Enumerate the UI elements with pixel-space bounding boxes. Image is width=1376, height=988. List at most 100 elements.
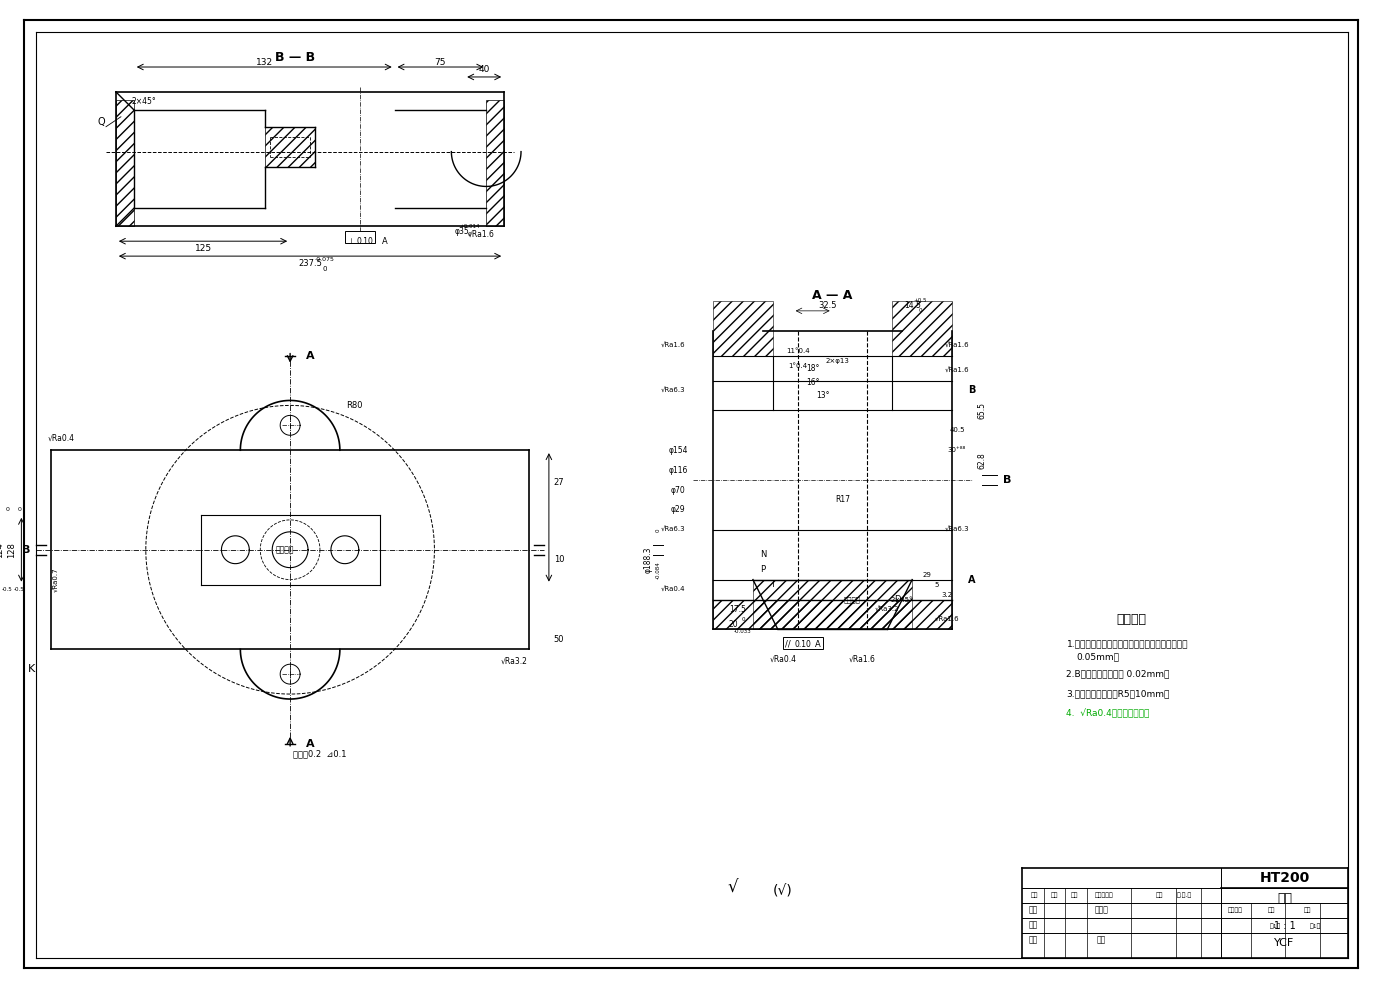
Text: 审核: 审核 xyxy=(1029,921,1039,930)
Text: 0: 0 xyxy=(6,508,10,513)
Text: 40: 40 xyxy=(479,64,490,73)
Text: 16°: 16° xyxy=(806,378,819,387)
Text: 标准化: 标准化 xyxy=(1094,906,1108,915)
Text: 27: 27 xyxy=(553,478,564,487)
Text: R17: R17 xyxy=(835,495,850,505)
Text: √Ra1.6: √Ra1.6 xyxy=(945,368,969,373)
Text: 30⁺⁸⁸: 30⁺⁸⁸ xyxy=(948,448,966,453)
Text: B: B xyxy=(1003,475,1011,485)
Text: 62.8: 62.8 xyxy=(977,452,987,468)
Text: √Ra1.6: √Ra1.6 xyxy=(934,617,959,622)
Text: +0.5: +0.5 xyxy=(914,298,927,303)
Text: √Ra0.7: √Ra0.7 xyxy=(54,567,59,592)
Text: 拨柱中线: 拨柱中线 xyxy=(275,545,294,554)
Text: 工艺: 工艺 xyxy=(1029,936,1039,945)
Text: A: A xyxy=(305,351,314,361)
Text: 237.5: 237.5 xyxy=(299,259,322,268)
Text: 0.05mm。: 0.05mm。 xyxy=(1076,653,1120,662)
Text: 0: 0 xyxy=(323,266,327,272)
Text: 2×φ13: 2×φ13 xyxy=(826,358,849,364)
Text: √Ra0.4: √Ra0.4 xyxy=(769,655,797,664)
Text: -0.5: -0.5 xyxy=(14,587,25,592)
Text: φ116: φ116 xyxy=(669,465,688,474)
Text: 132: 132 xyxy=(256,57,272,66)
Text: 3.2: 3.2 xyxy=(941,592,952,598)
Text: √Ra6.3: √Ra6.3 xyxy=(945,527,969,533)
Text: 2×45°: 2×45° xyxy=(132,98,157,107)
Text: 40.5: 40.5 xyxy=(949,427,965,434)
Text: √: √ xyxy=(728,879,739,897)
Text: 2.B面纵向的不平行度 0.02mm。: 2.B面纵向的不平行度 0.02mm。 xyxy=(1066,670,1170,679)
Bar xyxy=(892,301,952,356)
Text: -0.075: -0.075 xyxy=(315,257,334,262)
Text: 标记: 标记 xyxy=(1031,892,1039,898)
Text: -0.084: -0.084 xyxy=(656,561,660,579)
Text: 1 : 1: 1 : 1 xyxy=(1274,921,1295,931)
Text: φ154: φ154 xyxy=(669,446,688,454)
Text: 3.未注明的铸造圆角R5～10mm。: 3.未注明的铸造圆角R5～10mm。 xyxy=(1066,690,1170,699)
Text: 去锋毛刺: 去锋毛刺 xyxy=(843,596,861,603)
Text: 125: 125 xyxy=(194,244,212,253)
Text: B: B xyxy=(22,544,30,554)
Text: 0.10: 0.10 xyxy=(795,640,812,649)
Text: 124: 124 xyxy=(0,541,4,557)
Text: 128: 128 xyxy=(7,541,17,557)
Text: 比例: 比例 xyxy=(1303,907,1311,913)
Text: K: K xyxy=(28,664,34,674)
Text: 17.5: 17.5 xyxy=(729,605,746,614)
Text: A: A xyxy=(815,640,820,649)
Text: 重量: 重量 xyxy=(1267,907,1276,913)
Bar xyxy=(713,301,773,356)
Text: √Ra6.3: √Ra6.3 xyxy=(660,527,685,533)
Text: φ29: φ29 xyxy=(671,506,685,515)
Text: √Ra6.3: √Ra6.3 xyxy=(660,387,685,393)
Text: +0.014: +0.014 xyxy=(460,223,479,229)
Text: √Ra1.6: √Ra1.6 xyxy=(660,343,685,349)
Bar xyxy=(753,580,912,629)
Text: 32.5: 32.5 xyxy=(819,301,837,310)
Text: B: B xyxy=(969,385,976,395)
Text: 更改文件号: 更改文件号 xyxy=(1095,892,1113,898)
Text: 29: 29 xyxy=(923,572,932,578)
Text: 批准: 批准 xyxy=(1097,936,1106,945)
Text: A: A xyxy=(969,575,976,585)
Text: 签名: 签名 xyxy=(1156,892,1163,898)
Text: 第1张: 第1张 xyxy=(1310,923,1321,929)
Text: 转盘: 转盘 xyxy=(1277,891,1292,905)
Text: φ35: φ35 xyxy=(454,226,469,236)
Text: 处数: 处数 xyxy=(1051,892,1058,898)
Text: 5: 5 xyxy=(934,582,940,588)
Bar xyxy=(783,637,823,649)
Text: 2×45°: 2×45° xyxy=(892,597,914,603)
Text: φ70: φ70 xyxy=(671,485,685,495)
Text: 0: 0 xyxy=(468,232,471,237)
Text: φ188.3: φ188.3 xyxy=(644,546,654,573)
Text: 10: 10 xyxy=(553,555,564,564)
Text: 技术要求: 技术要求 xyxy=(1116,613,1146,626)
Text: 18°: 18° xyxy=(806,365,819,373)
Text: Q: Q xyxy=(98,117,105,126)
Text: 分区: 分区 xyxy=(1071,892,1079,898)
Text: 0: 0 xyxy=(656,528,660,532)
Text: 0: 0 xyxy=(742,617,744,621)
Text: A: A xyxy=(381,237,388,246)
Text: (√): (√) xyxy=(773,884,793,898)
Bar xyxy=(266,126,315,167)
Text: 14.5: 14.5 xyxy=(904,301,921,310)
Text: 阶段标记: 阶段标记 xyxy=(1229,907,1243,913)
Text: //: // xyxy=(784,640,791,649)
Text: √Ra1.6: √Ra1.6 xyxy=(468,230,494,239)
Text: √Ra3.2: √Ra3.2 xyxy=(501,657,527,666)
Text: 13°: 13° xyxy=(816,391,830,400)
Text: 4.  √Ra0.4表面抛光处理。: 4. √Ra0.4表面抛光处理。 xyxy=(1066,709,1150,718)
Text: YCF: YCF xyxy=(1274,938,1295,947)
Text: 共1张: 共1张 xyxy=(1270,923,1281,929)
Text: 65.5: 65.5 xyxy=(977,402,987,419)
Text: R80: R80 xyxy=(347,401,363,410)
Text: HT200: HT200 xyxy=(1259,871,1310,885)
Text: ⊥: ⊥ xyxy=(347,237,354,246)
Text: 11°0.4: 11°0.4 xyxy=(786,348,809,354)
Text: 1°0.4: 1°0.4 xyxy=(788,363,808,369)
Text: 0: 0 xyxy=(918,308,922,313)
Text: N: N xyxy=(760,550,766,559)
